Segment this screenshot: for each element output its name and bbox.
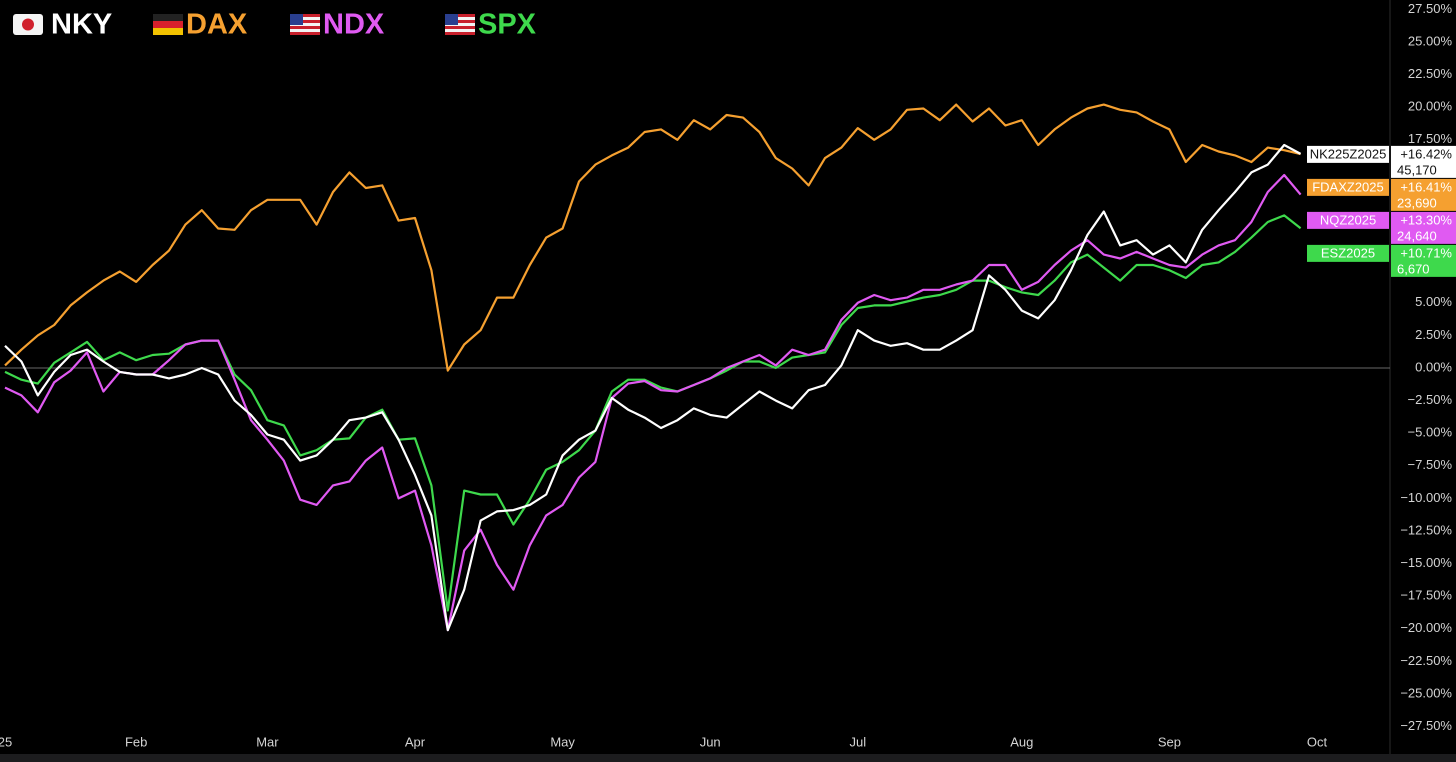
- badge-value-box: [1391, 211, 1456, 244]
- y-tick-label: 0.00%: [1415, 359, 1452, 374]
- x-tick-label: Sep: [1158, 734, 1181, 749]
- flag-usa: [290, 14, 320, 35]
- badge-value: +13.30%: [1400, 212, 1452, 227]
- y-tick-label: −17.50%: [1400, 588, 1452, 603]
- y-tick-label: −12.50%: [1400, 522, 1452, 537]
- bottom-bar: [0, 754, 1456, 762]
- badge-value: +16.42%: [1400, 146, 1452, 161]
- badge-contract: NQZ2025: [1320, 212, 1376, 227]
- badge-value: +10.71%: [1400, 245, 1452, 260]
- y-tick-label: 22.50%: [1408, 66, 1453, 81]
- y-tick-label: 2.50%: [1415, 327, 1452, 342]
- y-tick-label: −20.00%: [1400, 620, 1452, 635]
- badge-contract: NK225Z2025: [1310, 146, 1387, 161]
- legend: NKY DAX NDX SPX: [13, 9, 537, 41]
- y-tick-label: −2.50%: [1408, 392, 1453, 407]
- badge-contract: ESZ2025: [1321, 245, 1375, 260]
- badge-name-box: [1307, 145, 1389, 163]
- x-tick-label: Jun: [700, 734, 721, 749]
- badge-name-box: [1307, 244, 1389, 262]
- x-tick-label: Jul: [849, 734, 866, 749]
- badge-name-box: [1307, 178, 1389, 196]
- legend-label: SPX: [478, 9, 537, 41]
- y-tick-label: 25.00%: [1408, 33, 1453, 48]
- series-line: [4, 143, 1302, 632]
- end-badge: ESZ2025 +10.71%6,670: [1307, 244, 1456, 277]
- end-badge: FDAXZ2025 +16.41%23,690: [1307, 178, 1456, 211]
- y-tick-label: −7.50%: [1408, 457, 1453, 472]
- y-tick-label: 17.50%: [1408, 131, 1453, 146]
- x-tick-label: Feb: [125, 734, 147, 749]
- y-tick-label: 5.00%: [1415, 294, 1452, 309]
- legend-label: NKY: [51, 9, 112, 41]
- y-tick-label: 20.00%: [1408, 99, 1453, 114]
- badge-price: 23,690: [1397, 195, 1437, 210]
- y-tick-label: 27.50%: [1408, 1, 1453, 16]
- badge-price: 45,170: [1397, 162, 1437, 177]
- badge-value-box: [1391, 145, 1456, 178]
- x-tick-label: 25: [0, 734, 12, 749]
- end-badge: NK225Z2025 +16.42%45,170: [1307, 145, 1456, 178]
- legend-label: DAX: [186, 9, 248, 41]
- flag-japan: [13, 14, 43, 35]
- end-badge: NQZ2025 +13.30%24,640: [1307, 211, 1456, 244]
- y-tick-label: −15.00%: [1400, 555, 1452, 570]
- x-tick-label: Aug: [1010, 734, 1033, 749]
- y-tick-label: −5.00%: [1408, 425, 1453, 440]
- badge-name-box: [1307, 211, 1389, 229]
- series-line: [4, 103, 1301, 372]
- y-tick-label: −10.00%: [1400, 490, 1452, 505]
- badge-value-box: [1391, 178, 1456, 211]
- badge-value: +16.41%: [1400, 179, 1452, 194]
- badge-price: 24,640: [1397, 228, 1437, 243]
- badge-value-box: [1391, 244, 1456, 277]
- x-tick-label: Mar: [256, 734, 279, 749]
- x-tick-label: Oct: [1307, 734, 1328, 749]
- legend-label: NDX: [323, 9, 385, 41]
- y-tick-label: −27.50%: [1400, 718, 1452, 733]
- flag-germany: [153, 14, 183, 35]
- badge-contract: FDAXZ2025: [1312, 179, 1384, 194]
- flag-usa: [445, 14, 475, 35]
- x-tick-label: May: [550, 734, 575, 749]
- x-tick-label: Apr: [405, 734, 426, 749]
- y-tick-label: −22.50%: [1400, 653, 1452, 668]
- badge-price: 6,670: [1397, 261, 1430, 276]
- y-tick-label: −25.00%: [1400, 685, 1452, 700]
